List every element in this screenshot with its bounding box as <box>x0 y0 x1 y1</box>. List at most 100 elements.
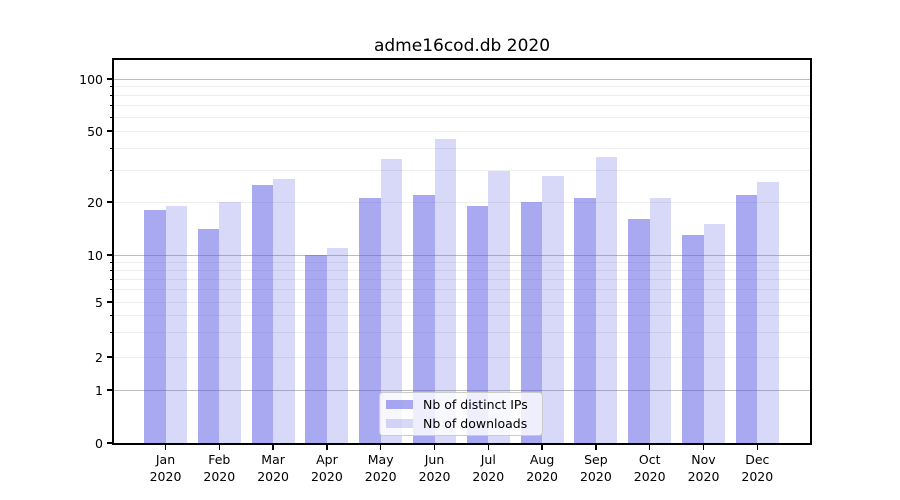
plot-frame <box>112 58 812 445</box>
legend-label-distinct-ips: Nb of distinct IPs <box>423 397 528 412</box>
x-tick-label: Sep 2020 <box>579 452 612 484</box>
gridline-minor <box>114 261 810 263</box>
x-tick-mark <box>272 445 274 450</box>
y-minor-tick-mark <box>110 332 114 334</box>
bar-distinct-ips-dec <box>735 194 758 443</box>
bar-downloads-may <box>380 158 403 443</box>
gridline-minor <box>114 356 810 358</box>
gridline-minor <box>114 269 810 271</box>
bar-distinct-ips-nov <box>682 234 704 443</box>
bar-downloads-jun <box>434 139 456 443</box>
bar-downloads-sep <box>595 156 618 443</box>
y-tick-label: 50 <box>87 123 103 139</box>
x-tick-label: Feb 2020 <box>203 452 236 484</box>
y-tick-label: 0 <box>95 435 103 451</box>
bar-downloads-oct <box>649 198 672 443</box>
bar-distinct-ips-sep <box>574 198 596 443</box>
x-tick-label: Aug 2020 <box>526 452 558 484</box>
legend-item-downloads: Nb of downloads <box>386 415 536 432</box>
gridline-minor <box>114 289 810 291</box>
gridline-minor <box>114 130 810 132</box>
gridline-minor <box>114 314 810 316</box>
y-minor-tick-mark <box>110 170 114 172</box>
gridline-major <box>114 389 810 391</box>
bar-distinct-ips-jan <box>144 210 166 443</box>
x-tick-mark <box>487 445 490 450</box>
y-minor-tick-mark <box>110 261 114 263</box>
y-minor-tick-mark <box>110 278 114 280</box>
x-tick-label: Nov 2020 <box>687 452 720 484</box>
y-minor-tick-mark <box>110 147 114 149</box>
x-tick-label: Apr 2020 <box>310 452 343 484</box>
bar-distinct-ips-jun <box>413 194 435 443</box>
y-tick-label: 20 <box>87 194 103 210</box>
y-tick-mark <box>107 78 114 80</box>
y-tick-label: 2 <box>95 349 103 365</box>
gridline-minor <box>114 170 810 172</box>
x-tick-label: Jan 2020 <box>149 452 182 484</box>
gridline-minor <box>114 332 810 334</box>
bar-downloads-feb <box>219 202 241 443</box>
y-minor-tick-mark <box>110 116 114 118</box>
bar-distinct-ips-mar <box>251 184 274 443</box>
x-tick-mark <box>326 445 328 450</box>
x-tick-mark <box>648 445 651 450</box>
x-tick-label: Jul 2020 <box>472 452 505 484</box>
x-tick-mark <box>433 445 436 450</box>
x-tick-label: Mar 2020 <box>257 452 289 484</box>
y-minor-tick-mark <box>110 201 114 203</box>
y-tick-mark <box>107 254 114 256</box>
gridline-minor <box>114 86 810 88</box>
y-minor-tick-mark <box>110 356 114 358</box>
y-tick-mark <box>107 389 114 391</box>
bar-downloads-mar <box>273 178 295 443</box>
x-tick-mark <box>164 445 167 450</box>
y-minor-tick-mark <box>110 301 114 303</box>
gridline-minor <box>114 116 810 118</box>
bar-distinct-ips-feb <box>197 229 220 443</box>
y-minor-tick-mark <box>110 314 114 316</box>
x-tick-label: Jun 2020 <box>418 452 451 484</box>
gridline-minor <box>114 147 810 149</box>
y-minor-tick-mark <box>110 86 114 88</box>
bar-downloads-aug <box>542 175 564 443</box>
bar-downloads-apr <box>326 247 349 443</box>
gridline-minor <box>114 105 810 107</box>
legend-item-distinct-ips: Nb of distinct IPs <box>386 396 536 413</box>
x-tick-mark <box>595 445 597 450</box>
x-tick-mark <box>218 445 221 450</box>
legend-swatch-distinct-ips <box>386 400 413 409</box>
bar-distinct-ips-jul <box>466 205 489 443</box>
x-tick-mark <box>702 445 705 450</box>
x-tick-label: Dec 2020 <box>741 452 774 484</box>
bar-downloads-nov <box>703 224 725 443</box>
y-minor-tick-mark <box>110 269 114 271</box>
y-minor-tick-mark <box>110 289 114 291</box>
bar-downloads-jan <box>165 205 187 443</box>
legend-swatch-downloads <box>386 419 413 428</box>
gridline-minor <box>114 201 810 203</box>
gridline-minor <box>114 95 810 97</box>
bar-downloads-dec <box>757 181 779 443</box>
bar-distinct-ips-may <box>359 198 381 443</box>
x-tick-mark <box>756 445 759 450</box>
legend-label-downloads: Nb of downloads <box>423 416 528 431</box>
gridline-minor <box>114 301 810 303</box>
y-tick-label: 10 <box>87 247 103 263</box>
gridline-minor <box>114 278 810 280</box>
y-minor-tick-mark <box>110 130 114 132</box>
x-tick-label: Oct 2020 <box>633 452 666 484</box>
legend: Nb of distinct IPs Nb of downloads <box>379 392 543 436</box>
gridline-major <box>114 78 810 80</box>
y-tick-mark <box>107 442 114 444</box>
y-minor-tick-mark <box>110 95 114 97</box>
bar-distinct-ips-oct <box>628 219 650 443</box>
x-tick-mark <box>541 445 543 450</box>
chart-title: adme16cod.db 2020 <box>373 36 551 56</box>
gridline-major <box>114 254 810 256</box>
x-tick-label: May 2020 <box>364 452 397 484</box>
plot-area <box>114 60 810 443</box>
y-tick-label: 5 <box>95 294 103 310</box>
bar-distinct-ips-apr <box>305 255 327 443</box>
